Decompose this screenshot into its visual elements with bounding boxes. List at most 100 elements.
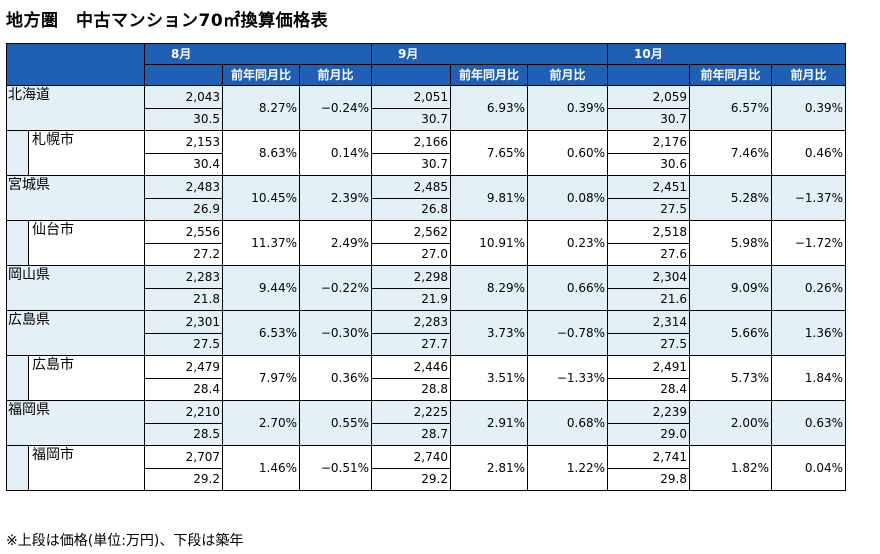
building-age-cell: 27.7: [371, 332, 451, 356]
city-label: 広島市: [28, 355, 145, 401]
mom-cell: −1.33%: [527, 355, 608, 401]
price-cell: 2,707: [144, 445, 223, 469]
mom-cell: −0.78%: [527, 310, 608, 356]
mom-cell: 0.55%: [299, 400, 372, 446]
building-age-cell: 28.4: [144, 377, 223, 401]
table-row: 岡山県 2,283 9.44% −0.22% 2,298 8.29% 0.66% 2,304 9…: [6, 265, 846, 311]
page-title: 地方圏 中古マンション70㎡換算価格表: [6, 11, 329, 31]
table-row: 福岡市 2,707 1.46% −0.51% 2,740 2.81% 1.22% 2,741 1…: [6, 445, 846, 491]
building-age-cell: 28.4: [607, 377, 690, 401]
yoy-cell: 6.57%: [689, 85, 772, 131]
price-cell: 2,298: [371, 265, 451, 289]
building-age-cell: 30.6: [607, 152, 690, 176]
building-age-cell: 29.8: [607, 467, 690, 491]
table-row-sub: 27.5 27.7 27.5: [7, 332, 846, 356]
price-cell: 2,043: [144, 85, 223, 109]
yoy-cell: 7.65%: [450, 130, 528, 176]
city-label: 札幌市: [28, 130, 145, 176]
price-cell: 2,166: [371, 130, 451, 154]
region-label: 岡山県: [6, 265, 145, 311]
yoy-cell: 2.00%: [689, 400, 772, 446]
header-row-months: 8月 9月 10月: [6, 43, 846, 86]
header-yoy: 前年同月比: [222, 64, 300, 86]
building-age-cell: 29.2: [144, 467, 223, 491]
yoy-cell: 5.66%: [689, 310, 772, 356]
table-row: 広島市 2,479 7.97% 0.36% 2,446 3.51% −1.33% 2,491 5…: [6, 355, 846, 401]
yoy-cell: 8.27%: [222, 85, 300, 131]
price-cell: 2,562: [371, 220, 451, 244]
yoy-cell: 3.51%: [450, 355, 528, 401]
price-cell: 2,518: [607, 220, 690, 244]
mom-cell: 0.46%: [771, 130, 846, 176]
yoy-cell: 2.81%: [450, 445, 528, 491]
yoy-cell: 1.46%: [222, 445, 300, 491]
mom-cell: 0.23%: [527, 220, 608, 266]
table-row: 宮城県 2,483 10.45% 2.39% 2,485 9.81% 0.08% 2,451 5…: [6, 175, 846, 221]
header-month-10: 10月: [607, 43, 846, 65]
yoy-cell: 1.82%: [689, 445, 772, 491]
header-mom: 前月比: [771, 64, 846, 86]
header-month-8: 8月: [144, 43, 372, 65]
table-row-sub: 27.2 27.0 27.6: [7, 242, 846, 266]
building-age-cell: 30.7: [607, 107, 690, 131]
mom-cell: 0.63%: [771, 400, 846, 446]
building-age-cell: 30.4: [144, 152, 223, 176]
price-cell: 2,304: [607, 265, 690, 289]
mom-cell: 0.26%: [771, 265, 846, 311]
header-month-9: 9月: [371, 43, 608, 65]
price-table: 8月 9月 10月 前年同月比 前月比 前年同月比 前月比 前年同月比 前月比 …: [6, 43, 846, 491]
price-cell: 2,301: [144, 310, 223, 334]
table-row: 仙台市 2,556 11.37% 2.49% 2,562 10.91% 0.23% 2,518…: [6, 220, 846, 266]
table-row-sub: 30.5 30.7 30.7: [7, 107, 846, 131]
building-age-cell: 21.9: [371, 287, 451, 311]
region-label: 広島県: [6, 310, 145, 356]
yoy-cell: 6.53%: [222, 310, 300, 356]
table-row: 札幌市 2,153 8.63% 0.14% 2,166 7.65% 0.60% 2,176 7.…: [6, 130, 846, 176]
header-blank: [607, 64, 690, 86]
header-row-sub: 前年同月比 前月比 前年同月比 前月比 前年同月比 前月比: [7, 64, 846, 86]
yoy-cell: 7.46%: [689, 130, 772, 176]
header-blank: [371, 64, 451, 86]
price-cell: 2,483: [144, 175, 223, 199]
yoy-cell: 10.91%: [450, 220, 528, 266]
mom-cell: −1.37%: [771, 175, 846, 221]
mom-cell: 0.39%: [527, 85, 608, 131]
mom-cell: 1.22%: [527, 445, 608, 491]
yoy-cell: 5.98%: [689, 220, 772, 266]
price-cell: 2,239: [607, 400, 690, 424]
yoy-cell: 8.63%: [222, 130, 300, 176]
footnote: ※上段は価格(単位:万円)、下段は築年: [6, 533, 244, 549]
mom-cell: −0.30%: [299, 310, 372, 356]
mom-cell: −1.72%: [771, 220, 846, 266]
price-cell: 2,210: [144, 400, 223, 424]
region-indent: [6, 130, 29, 176]
mom-cell: 1.84%: [771, 355, 846, 401]
city-label: 仙台市: [28, 220, 145, 266]
mom-cell: −0.51%: [299, 445, 372, 491]
price-cell: 2,556: [144, 220, 223, 244]
yoy-cell: 9.09%: [689, 265, 772, 311]
building-age-cell: 27.5: [607, 332, 690, 356]
mom-cell: 0.08%: [527, 175, 608, 221]
region-label: 北海道: [6, 85, 145, 131]
building-age-cell: 29.0: [607, 422, 690, 446]
building-age-cell: 21.8: [144, 287, 223, 311]
header-blank: [144, 64, 223, 86]
building-age-cell: 30.7: [371, 107, 451, 131]
city-label: 福岡市: [28, 445, 145, 491]
table-row-sub: 21.8 21.9 21.6: [7, 287, 846, 311]
price-cell: 2,485: [371, 175, 451, 199]
yoy-cell: 7.97%: [222, 355, 300, 401]
table-row-sub: 30.4 30.7 30.6: [7, 152, 846, 176]
building-age-cell: 26.8: [371, 197, 451, 221]
building-age-cell: 27.6: [607, 242, 690, 266]
building-age-cell: 27.0: [371, 242, 451, 266]
price-cell: 2,741: [607, 445, 690, 469]
price-cell: 2,314: [607, 310, 690, 334]
region-label: 福岡県: [6, 400, 145, 446]
mom-cell: 1.36%: [771, 310, 846, 356]
building-age-cell: 27.2: [144, 242, 223, 266]
mom-cell: 0.68%: [527, 400, 608, 446]
building-age-cell: 29.2: [371, 467, 451, 491]
mom-cell: 0.36%: [299, 355, 372, 401]
